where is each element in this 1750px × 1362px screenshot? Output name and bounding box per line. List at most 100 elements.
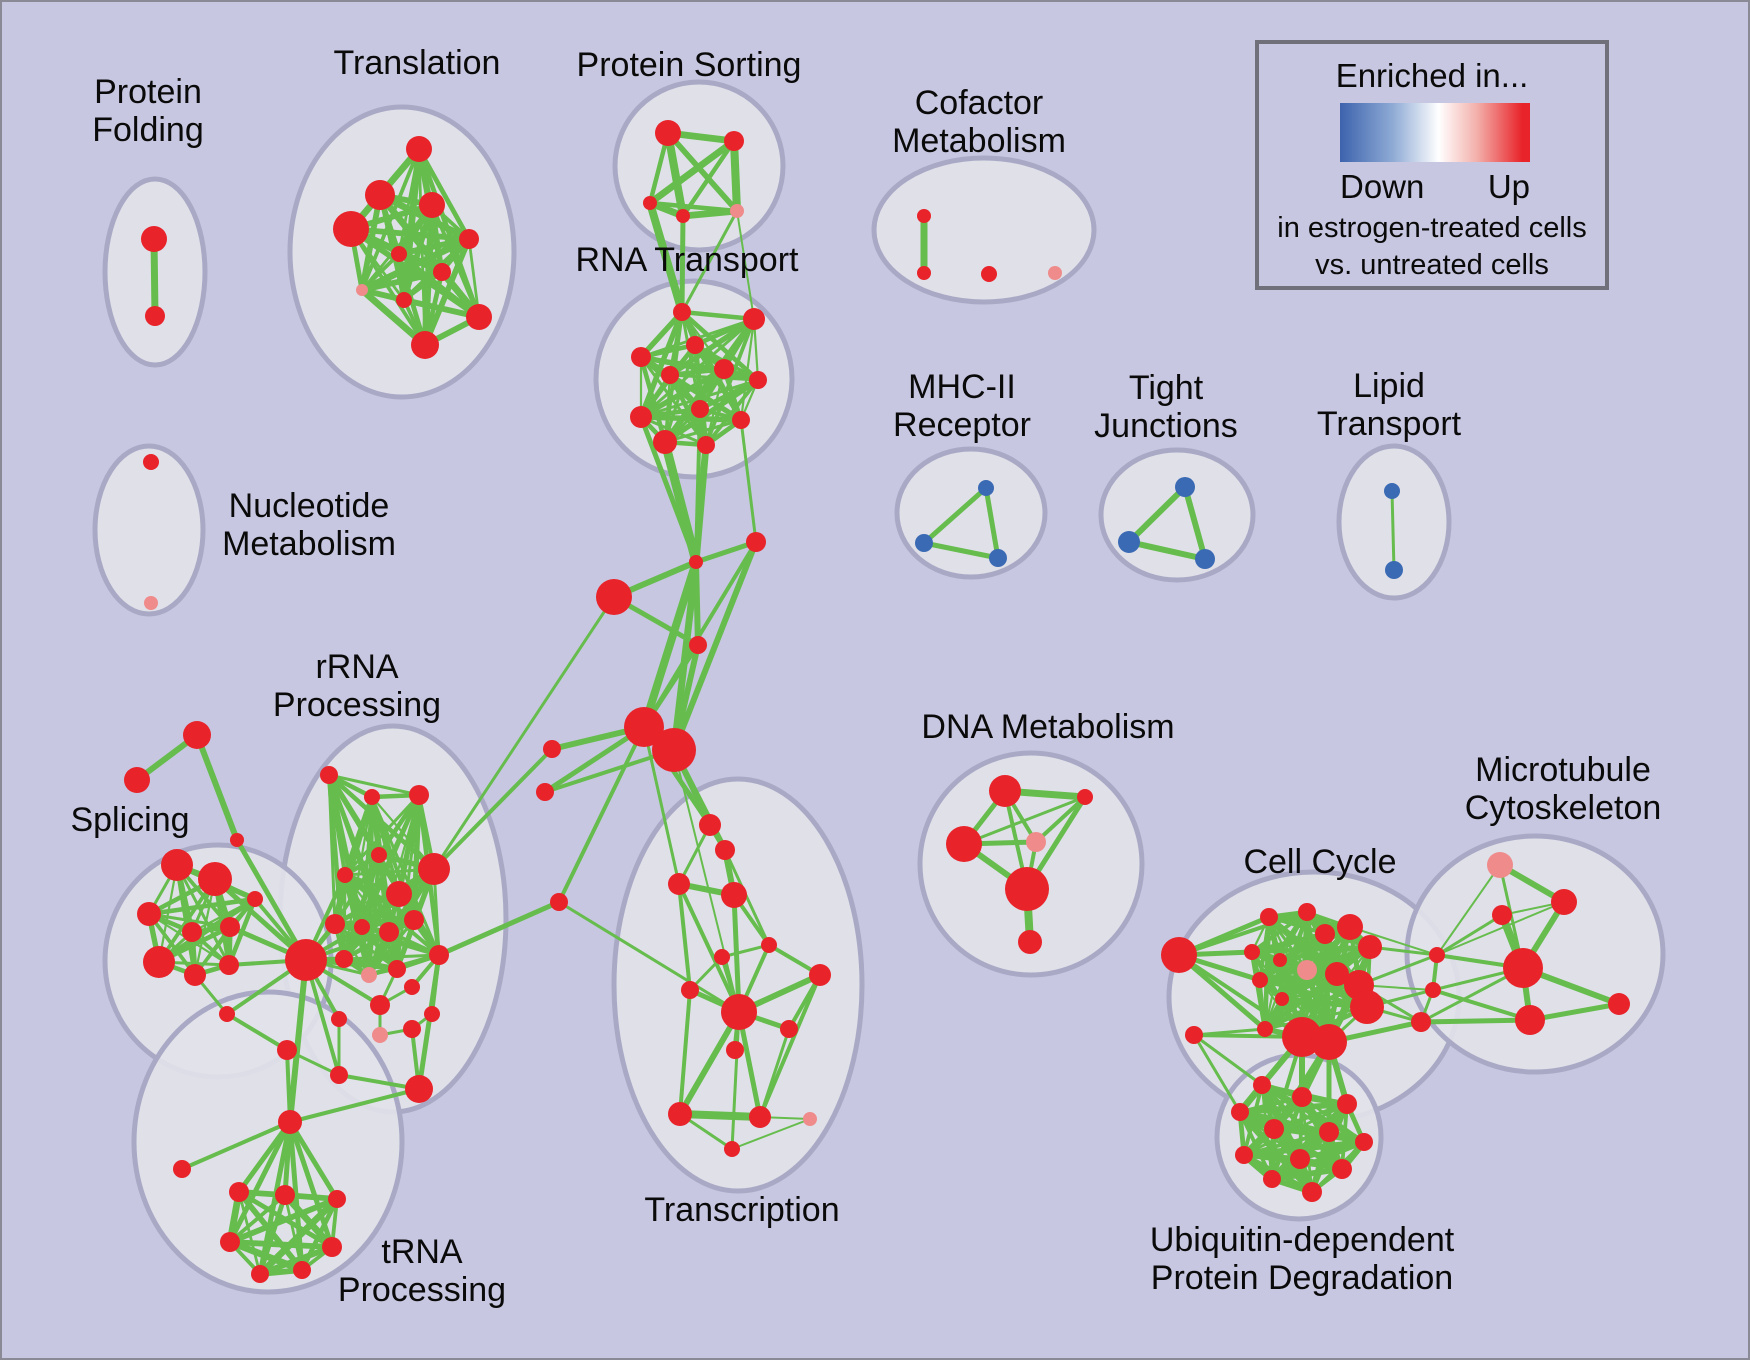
edge-rt1-rt4 <box>638 309 685 360</box>
edge-bl2-bh2 <box>543 748 676 794</box>
edge-rt10-bw1 <box>660 437 701 567</box>
edge-tr2-tr5 <box>281 1191 336 1251</box>
legend-title: Enriched in... <box>1335 57 1529 94</box>
node-mt3 <box>1492 905 1512 925</box>
edge-bh2-bx1 <box>671 539 759 753</box>
node-mh2 <box>915 534 933 552</box>
node-cc5 <box>1358 935 1382 959</box>
node-sp3 <box>137 902 161 926</box>
node-ub9 <box>1290 1149 1310 1169</box>
edge-rt3-rt12 <box>693 343 743 422</box>
cluster-label-cf-line1: Cofactor <box>915 84 1044 122</box>
edge-ps5-rt2 <box>736 210 755 320</box>
node-bh1 <box>624 707 664 747</box>
node-rr4 <box>371 847 387 863</box>
edge-tc11-tc12 <box>676 1110 764 1121</box>
edge-rt8-bw1 <box>694 407 702 564</box>
edge-sp1-sp8 <box>175 863 231 967</box>
edge-tl6-tl8 <box>360 252 401 292</box>
node-tc1 <box>699 814 721 836</box>
node-cc1 <box>1260 908 1278 926</box>
edge-ub7-ub8 <box>1241 1139 1367 1158</box>
edge-rr12-rr14 <box>342 953 441 961</box>
cluster-label-cf-line2: Metabolism <box>892 122 1066 160</box>
edge-mh2-mh3 <box>921 540 1001 561</box>
edge-lt1-lt2 <box>1390 489 1396 572</box>
cluster-label-ub-line1: Ubiquitin-dependent <box>1150 1221 1455 1259</box>
node-lt1 <box>1384 483 1400 499</box>
node-ub1 <box>1253 1076 1271 1094</box>
node-ubc <box>1185 1026 1203 1044</box>
edge-cc4-cc10 <box>1257 924 1353 983</box>
edge-bb1-rr7 <box>432 595 616 871</box>
cluster-label-tc-line1: Transcription <box>644 1191 839 1229</box>
edge-cc7-cc12 <box>1263 958 1282 1031</box>
cluster-ellipse-mh <box>894 446 1048 580</box>
node-mh3 <box>989 549 1007 567</box>
node-tr1 <box>229 1182 249 1202</box>
node-rr13 <box>361 967 377 983</box>
cluster-label-mh-line2: Receptor <box>893 406 1031 444</box>
node-cc14 <box>1350 990 1384 1024</box>
node-rt4 <box>631 347 651 367</box>
node-mt1 <box>1487 852 1513 878</box>
edge-rr7-bl1 <box>432 747 554 871</box>
edge-rr3-rr5 <box>343 793 421 877</box>
node-mt6 <box>1608 993 1630 1015</box>
edge-mh1-mh3 <box>983 485 1001 561</box>
edge-ubc-ub1 <box>1192 1033 1264 1087</box>
legend-box: Enriched in... Down Up in estrogen-treat… <box>1255 40 1609 290</box>
node-rr6 <box>386 881 412 907</box>
edge-ub10-ub11 <box>1269 1166 1345 1182</box>
cluster-label-dm-line1: DNA Metabolism <box>921 708 1174 746</box>
edge-th-tr7 <box>287 1119 305 1273</box>
edge-rt9-rt12 <box>638 414 744 423</box>
node-tc5 <box>761 937 777 953</box>
node-ps1 <box>655 120 681 146</box>
node-tc10 <box>726 1041 744 1059</box>
edge-rx7-th <box>288 1087 421 1124</box>
node-rt8 <box>691 400 709 418</box>
node-sph <box>285 939 327 981</box>
node-tl5 <box>459 229 479 249</box>
node-tj1 <box>1175 477 1195 497</box>
node-st2 <box>124 767 150 793</box>
node-tc7 <box>681 981 699 999</box>
edge-ps4-ps5 <box>679 207 741 220</box>
node-tl7 <box>433 263 451 281</box>
node-rr1 <box>320 766 338 784</box>
node-tl8 <box>356 284 368 296</box>
edge-tr5-tr6 <box>257 1244 335 1277</box>
edge-rt7-rt9 <box>639 378 760 419</box>
node-ub4 <box>1231 1103 1249 1121</box>
node-mt2 <box>1551 889 1577 915</box>
node-tl10 <box>466 304 492 330</box>
node-tr7 <box>293 1261 311 1279</box>
edge-st1-st3 <box>194 732 240 843</box>
node-rt12 <box>732 411 750 429</box>
node-bb1 <box>596 579 632 615</box>
cluster-label-mt-line1: Microtubule <box>1475 751 1651 789</box>
node-tl1 <box>406 136 432 162</box>
node-tc2 <box>715 840 735 860</box>
node-rt3 <box>686 336 704 354</box>
edge-mc2-mt5 <box>1431 988 1532 1022</box>
edge-tc11-tch <box>677 1009 742 1117</box>
node-pf2 <box>145 306 165 326</box>
nodes-layer <box>124 120 1630 1283</box>
edge-tj2-tj3 <box>1126 539 1208 562</box>
edge-bw1-bx1 <box>693 539 759 565</box>
node-ps3 <box>643 196 657 210</box>
node-mc3 <box>1411 1012 1431 1032</box>
edge-cc5-cc7 <box>1278 945 1372 962</box>
edge-dm3-dm4 <box>1034 795 1087 844</box>
edge-dm2-dm3 <box>962 795 1087 846</box>
node-th <box>278 1110 302 1134</box>
node-sp6 <box>143 946 175 978</box>
node-rr14 <box>429 945 449 965</box>
node-bl1 <box>543 740 561 758</box>
node-tc11 <box>668 1102 692 1126</box>
node-tr5 <box>322 1237 342 1257</box>
edge-bh1-bx1 <box>642 540 758 729</box>
edge-ps2-ps5 <box>729 136 742 216</box>
